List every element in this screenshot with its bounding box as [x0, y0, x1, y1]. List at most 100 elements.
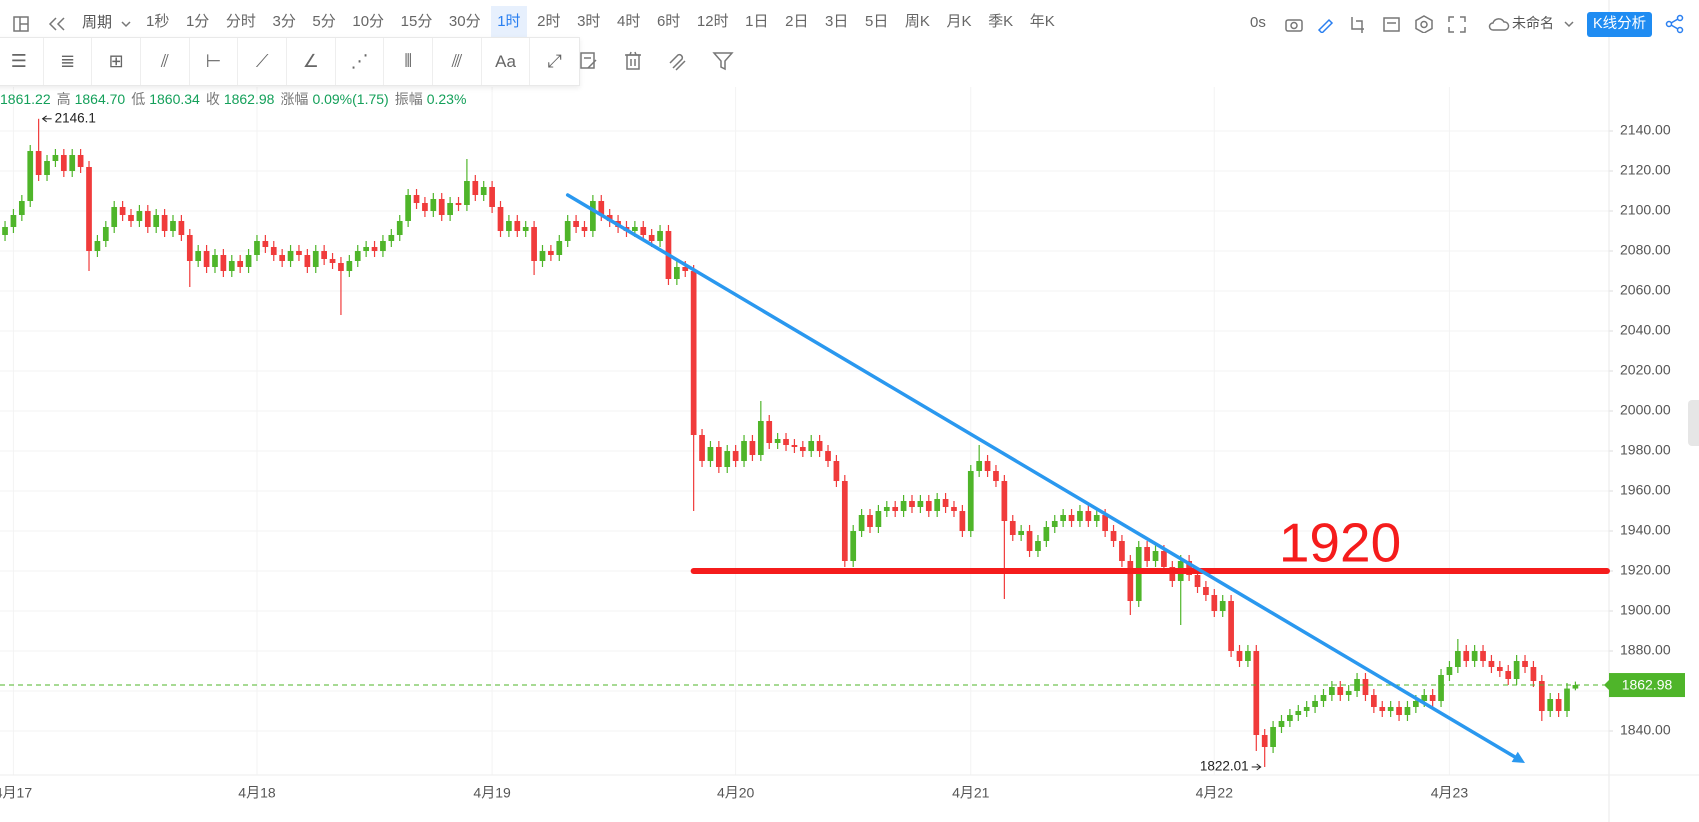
candle-body: [262, 241, 269, 247]
fan-tool[interactable]: ⋰: [336, 38, 385, 85]
candle-body: [1102, 515, 1108, 531]
period-button[interactable]: 15分: [400, 13, 433, 30]
timer[interactable]: 0s: [1250, 14, 1266, 31]
camera-icon[interactable]: [1284, 15, 1304, 33]
period-button[interactable]: 周K: [904, 13, 930, 30]
candle-body: [144, 211, 151, 227]
period-button[interactable]: 10分: [352, 13, 385, 30]
period-button[interactable]: 1日: [745, 13, 769, 30]
text-tool[interactable]: Aa: [482, 38, 531, 85]
y-tick-label: 1960.00: [1620, 482, 1671, 498]
candle-body: [942, 499, 949, 507]
template-icon[interactable]: [1382, 15, 1402, 33]
crop-icon[interactable]: [1348, 15, 1368, 33]
candle-body: [338, 263, 344, 271]
candle-body: [590, 201, 596, 231]
period-button[interactable]: 1秒: [146, 13, 170, 30]
x-tick-label: 4月22: [1196, 785, 1234, 801]
period-button[interactable]: 3日: [825, 13, 849, 30]
candle-body: [909, 501, 915, 507]
max-arrow-head: [41, 115, 47, 123]
period-button[interactable]: 季K: [988, 13, 1014, 30]
menu-tool[interactable]: ☰: [0, 38, 44, 85]
candle-body: [1505, 671, 1512, 679]
period-button[interactable]: 3时: [577, 13, 601, 30]
candle-body: [35, 151, 42, 175]
candle-body: [438, 199, 445, 215]
candle-body: [1043, 527, 1050, 541]
side-panel-handle[interactable]: [1688, 400, 1699, 446]
angle-tool[interactable]: ∠: [287, 38, 336, 85]
cloud-icon[interactable]: [1488, 15, 1510, 33]
candle-body: [1144, 547, 1150, 561]
candle-body: [1530, 667, 1537, 681]
candle-body: [1387, 707, 1394, 711]
candle-body: [136, 211, 143, 221]
parallel-tool[interactable]: ⫽: [141, 38, 190, 85]
candle-body: [1085, 511, 1092, 521]
period-button[interactable]: 1时: [491, 6, 527, 38]
info-value: 0.09%(1.75): [312, 91, 389, 107]
period-button[interactable]: 年K: [1029, 13, 1055, 30]
period-button[interactable]: 2日: [785, 13, 809, 30]
candle-body: [304, 255, 311, 267]
candle-body: [178, 221, 185, 235]
segment-tool[interactable]: ⟋: [238, 38, 288, 85]
fib-tool[interactable]: ⫻: [433, 38, 482, 85]
period-toolbar: 周期 1秒 1分 分时 3分 5分 10分 15分 30分 1时 2时 3时 4时 6时 12时 1日 2日 3…: [0, 0, 1699, 45]
layout-name[interactable]: 未命名: [1512, 15, 1554, 31]
candle-body: [766, 421, 773, 443]
candle-body: [464, 181, 470, 205]
hline-tool[interactable]: ⊢: [190, 38, 239, 85]
lines-tool[interactable]: ≣: [44, 38, 93, 85]
period-button[interactable]: 12时: [696, 13, 729, 30]
box-tool[interactable]: ⊞: [92, 38, 142, 85]
period-button[interactable]: 3分: [272, 13, 296, 30]
candle-body: [1320, 695, 1327, 701]
candle-body: [396, 221, 403, 235]
period-button[interactable]: 6时: [656, 13, 681, 30]
candle-body: [170, 221, 176, 231]
candle-body: [77, 155, 84, 167]
candle-body: [1421, 695, 1428, 701]
candle-body: [690, 271, 697, 435]
candle-body: [186, 235, 193, 261]
period-button[interactable]: 月K: [946, 13, 972, 30]
layout-icon[interactable]: [12, 15, 30, 33]
candle-body: [648, 235, 655, 241]
vlines-tool[interactable]: ⦀: [384, 38, 434, 85]
period-button[interactable]: 30分: [448, 13, 481, 30]
delete-icon[interactable]: [622, 50, 644, 72]
period-button[interactable]: 5分: [312, 13, 336, 30]
analysis-button[interactable]: K线分析: [1587, 12, 1653, 37]
candle-body: [1245, 651, 1251, 661]
x-tick-label: 4月20: [717, 785, 755, 801]
y-tick-label: 2060.00: [1620, 282, 1671, 298]
candle-body: [1152, 551, 1159, 561]
measure-tool[interactable]: ⤢: [547, 51, 562, 71]
settings-icon[interactable]: [1414, 15, 1434, 33]
filter-icon[interactable]: [712, 50, 734, 72]
period-label[interactable]: 周期: [82, 14, 113, 31]
last-price-box: [1609, 673, 1685, 698]
rewind-icon[interactable]: [47, 15, 67, 33]
candle-body: [976, 461, 983, 471]
period-button[interactable]: 分时: [225, 13, 256, 30]
share-icon[interactable]: [1664, 14, 1686, 34]
period-button[interactable]: 2时: [537, 13, 561, 30]
candle-body: [413, 195, 420, 203]
candle-body: [447, 203, 453, 215]
info-value: 1864.70: [74, 91, 126, 107]
period-button[interactable]: 5日: [864, 13, 889, 30]
fullscreen-icon[interactable]: [1447, 15, 1467, 33]
candle-body: [405, 195, 411, 221]
candle-body: [1337, 687, 1344, 695]
edit-icon[interactable]: [578, 50, 600, 72]
open-value: 1861.22: [0, 91, 51, 107]
candle-body: [27, 151, 34, 201]
period-button[interactable]: 1分: [185, 13, 210, 30]
ohlc-info: 1861.22 高 1864.70 低 1860.34 收 1862.98 涨幅 0.09%(1…: [0, 89, 472, 109]
magnet-icon[interactable]: [667, 50, 689, 72]
pen-icon[interactable]: [1316, 15, 1336, 33]
period-button[interactable]: 4时: [617, 13, 641, 30]
